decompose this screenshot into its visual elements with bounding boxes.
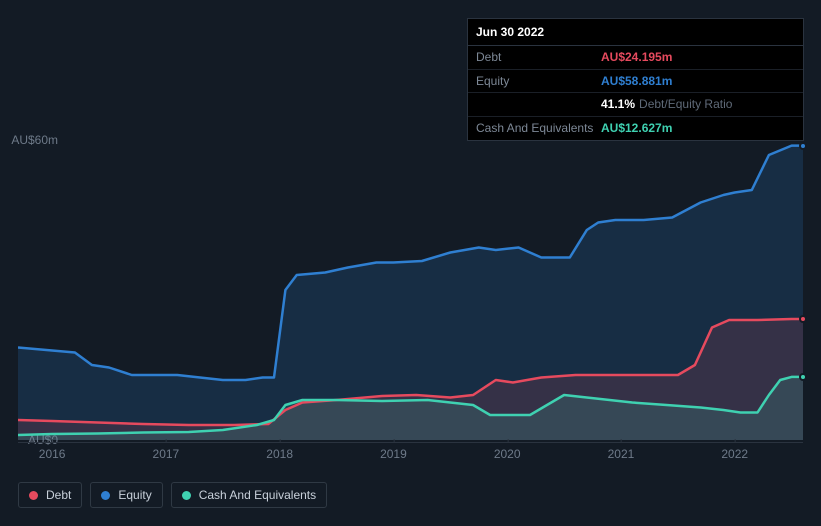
tooltip-row-label: Debt: [476, 49, 601, 66]
chart-legend: Debt Equity Cash And Equivalents: [18, 482, 327, 508]
tooltip-date: Jun 30 2022: [468, 19, 803, 46]
tooltip-row: DebtAU$24.195m: [468, 46, 803, 70]
x-axis-label: 2020: [494, 447, 521, 461]
tooltip-row: EquityAU$58.881m: [468, 70, 803, 94]
x-axis-label: 2016: [39, 447, 66, 461]
x-axis-label: 2018: [266, 447, 293, 461]
debt-current-marker: [799, 315, 807, 323]
legend-swatch: [29, 491, 38, 500]
legend-swatch: [182, 491, 191, 500]
tooltip-row-label: Equity: [476, 73, 601, 90]
tooltip-row-label: [476, 96, 601, 113]
cash-current-marker: [799, 373, 807, 381]
legend-item-cash-and-equivalents[interactable]: Cash And Equivalents: [171, 482, 327, 508]
legend-label: Cash And Equivalents: [199, 488, 316, 502]
tooltip-row-value: AU$24.195m: [601, 49, 672, 66]
x-axis-label: 2017: [153, 447, 180, 461]
chart-tooltip: Jun 30 2022 DebtAU$24.195mEquityAU$58.88…: [467, 18, 804, 141]
legend-item-debt[interactable]: Debt: [18, 482, 82, 508]
equity-current-marker: [799, 142, 807, 150]
tooltip-row: Cash And EquivalentsAU$12.627m: [468, 117, 803, 140]
legend-item-equity[interactable]: Equity: [90, 482, 162, 508]
tooltip-row-value: AU$12.627m: [601, 120, 672, 137]
tooltip-row-value: AU$58.881m: [601, 73, 672, 90]
tooltip-row-value: 41.1%Debt/Equity Ratio: [601, 96, 732, 113]
legend-label: Equity: [118, 488, 151, 502]
tooltip-row-label: Cash And Equivalents: [476, 120, 601, 137]
legend-label: Debt: [46, 488, 71, 502]
tooltip-row: 41.1%Debt/Equity Ratio: [468, 93, 803, 117]
financials-chart[interactable]: [18, 140, 803, 440]
legend-swatch: [101, 491, 110, 500]
x-axis: 2016 2017 2018 2019 2020 2021 2022: [18, 442, 803, 462]
x-axis-label: 2022: [721, 447, 748, 461]
x-axis-label: 2021: [608, 447, 635, 461]
x-axis-label: 2019: [380, 447, 407, 461]
